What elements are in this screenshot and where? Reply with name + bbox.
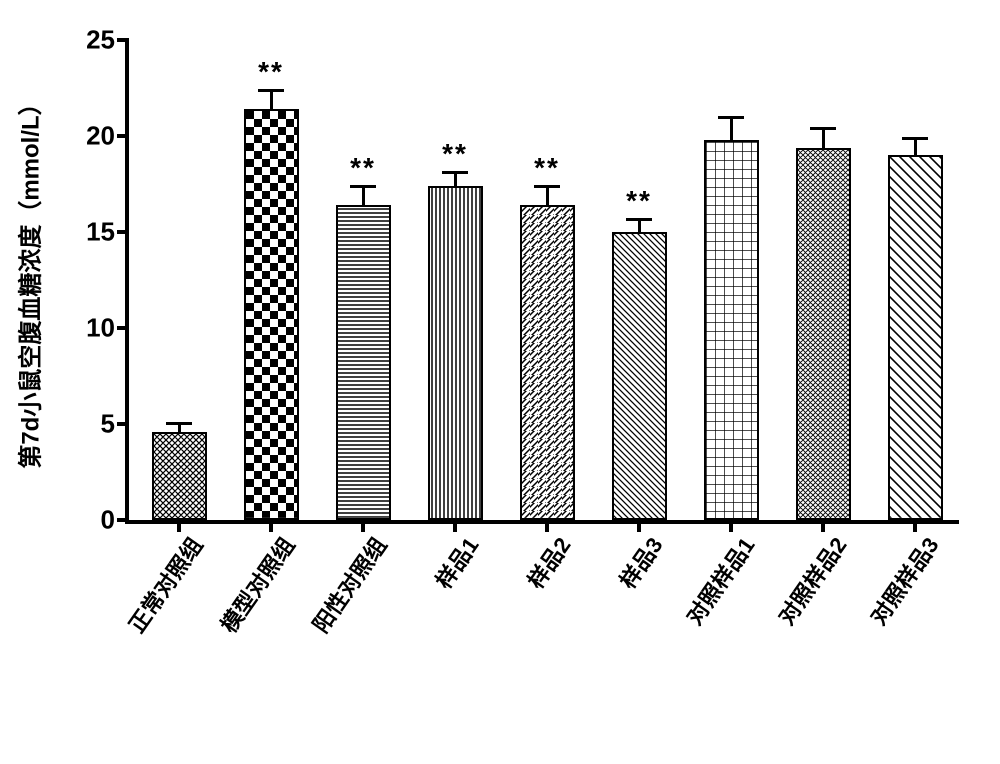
- error-cap: [166, 422, 192, 425]
- y-tick-label: 0: [101, 505, 115, 536]
- bar: [428, 186, 483, 520]
- bar: [612, 232, 667, 520]
- bar: [520, 205, 575, 520]
- x-tick-label: 样品1: [427, 530, 485, 594]
- error-cap: [534, 185, 560, 188]
- x-tick-label: 模型对照组: [212, 530, 301, 638]
- significance-label: **: [350, 152, 376, 184]
- y-axis-label: 第7d小鼠空腹血糖浓度（mmol/L）: [11, 91, 46, 468]
- significance-label: **: [626, 185, 652, 217]
- error-cap: [442, 171, 468, 174]
- x-tick-label: 正常对照组: [120, 530, 209, 638]
- significance-label: **: [534, 152, 560, 184]
- x-tick: [361, 520, 365, 532]
- y-tick: [117, 518, 129, 522]
- error-stem: [822, 128, 825, 147]
- error-cap: [350, 185, 376, 188]
- x-tick-label: 样品3: [611, 530, 669, 594]
- error-stem: [454, 172, 457, 185]
- bar: [336, 205, 391, 520]
- bar: [704, 140, 759, 520]
- error-stem: [638, 219, 641, 232]
- error-cap: [718, 116, 744, 119]
- y-tick: [117, 230, 129, 234]
- y-tick-label: 15: [86, 217, 115, 248]
- chart-container: 第7d小鼠空腹血糖浓度（mmol/L） 0510152025**********…: [20, 20, 980, 744]
- x-tick-label: 阳性对照组: [304, 530, 393, 638]
- bar: [796, 148, 851, 520]
- x-tick: [637, 520, 641, 532]
- x-tick: [269, 520, 273, 532]
- y-tick: [117, 134, 129, 138]
- y-tick-label: 5: [101, 409, 115, 440]
- x-tick: [453, 520, 457, 532]
- error-stem: [362, 186, 365, 205]
- x-tick-label: 对照样品1: [677, 530, 761, 630]
- error-stem: [546, 186, 549, 205]
- x-tick: [913, 520, 917, 532]
- x-tick-label: 对照样品3: [861, 530, 945, 630]
- x-tick: [177, 520, 181, 532]
- y-tick-label: 20: [86, 121, 115, 152]
- y-tick: [117, 326, 129, 330]
- y-tick: [117, 38, 129, 42]
- bar: [888, 155, 943, 520]
- x-tick: [545, 520, 549, 532]
- error-cap: [626, 218, 652, 221]
- error-stem: [270, 90, 273, 109]
- bar: [152, 432, 207, 520]
- x-tick-label: 样品2: [519, 530, 577, 594]
- significance-label: **: [258, 56, 284, 88]
- x-tick: [729, 520, 733, 532]
- plot-area: 0510152025**********: [125, 40, 959, 524]
- error-cap: [258, 89, 284, 92]
- y-tick-label: 25: [86, 25, 115, 56]
- error-cap: [810, 127, 836, 130]
- y-tick: [117, 422, 129, 426]
- error-stem: [730, 117, 733, 140]
- significance-label: **: [442, 138, 468, 170]
- bar: [244, 109, 299, 520]
- error-stem: [914, 138, 917, 155]
- x-tick: [821, 520, 825, 532]
- y-tick-label: 10: [86, 313, 115, 344]
- error-cap: [902, 137, 928, 140]
- x-tick-label: 对照样品2: [769, 530, 853, 630]
